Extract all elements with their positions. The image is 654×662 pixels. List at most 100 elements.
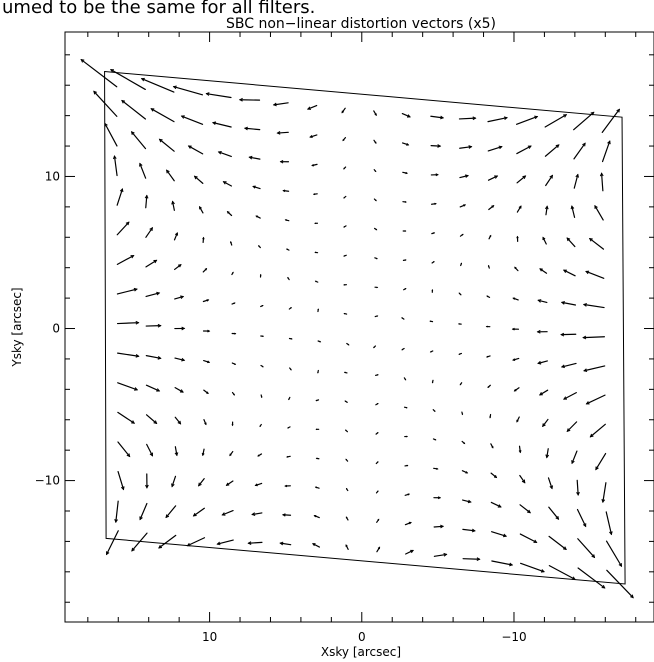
distortion-vector — [212, 122, 232, 128]
vector-arrowhead — [144, 194, 149, 199]
x-tick-label: −10 — [501, 630, 526, 644]
vector-arrowhead — [171, 200, 175, 205]
vector-arrowhead — [284, 219, 287, 222]
vector-arrowhead — [406, 435, 409, 438]
distortion-vector — [117, 352, 140, 357]
distortion-vector — [582, 336, 605, 339]
vector-arrowhead — [343, 226, 345, 228]
distortion-vector — [141, 78, 175, 93]
vector-arrowhead — [536, 329, 541, 334]
vector-arrowhead — [181, 357, 186, 362]
vector-arrowhead — [410, 549, 414, 554]
vector-arrowhead — [145, 484, 149, 489]
distortion-vector — [80, 59, 118, 88]
vector-arrowhead — [165, 514, 170, 519]
distortion-vector — [546, 448, 549, 459]
vector-arrowhead — [486, 295, 489, 298]
distortion-vector — [545, 174, 553, 187]
vector-arrowhead — [156, 388, 161, 392]
distortion-vector — [193, 507, 205, 517]
vector-arrowhead — [374, 141, 377, 144]
distortion-vector — [117, 411, 135, 424]
vector-arrowhead — [429, 350, 432, 353]
vector-arrowhead — [156, 291, 161, 296]
vector-arrowhead — [537, 299, 542, 303]
distortion-vector — [566, 421, 578, 432]
vector-arrowhead — [254, 483, 258, 487]
vector-arrowhead — [594, 204, 598, 209]
vector-arrowhead — [377, 546, 381, 550]
distortion-vector — [563, 269, 576, 277]
distortion-vector — [139, 163, 147, 179]
vector-arrowhead — [314, 280, 317, 283]
vector-arrowhead — [601, 499, 606, 504]
vector-arrowhead — [589, 433, 594, 438]
vector-arrowhead — [544, 205, 549, 210]
vector-arrowhead — [181, 326, 186, 331]
vector-arrowhead — [404, 378, 407, 381]
vector-arrowhead — [130, 255, 135, 259]
distortion-vector — [605, 540, 623, 567]
vector-arrowhead — [180, 295, 185, 300]
distortion-vector — [487, 117, 508, 123]
distortion-vector — [458, 117, 477, 120]
distortion-vector — [589, 423, 606, 438]
vector-arrowhead — [93, 90, 97, 95]
distortion-vector — [583, 365, 606, 372]
vector-arrowhead — [192, 512, 197, 517]
distortion-vectors — [80, 59, 634, 599]
vector-arrowhead — [537, 360, 542, 365]
vector-arrowhead — [341, 110, 345, 114]
vector-arrowhead — [377, 518, 380, 521]
vector-arrowhead — [233, 302, 236, 305]
distortion-vector — [491, 531, 507, 537]
distortion-vector — [459, 146, 472, 149]
distortion-vector — [165, 505, 177, 518]
distortion-vector — [146, 443, 154, 457]
vector-arrowhead — [158, 544, 163, 549]
vector-arrowhead — [407, 493, 411, 496]
distortion-vector — [600, 172, 604, 192]
distortion-vector — [459, 175, 469, 179]
vector-arrowhead — [376, 374, 379, 376]
vector-arrowhead — [549, 174, 553, 179]
vector-arrowhead — [585, 401, 590, 405]
vector-arrowhead — [433, 410, 436, 412]
distortion-vector — [573, 111, 595, 131]
vector-arrowhead — [431, 289, 434, 292]
distortion-vector — [548, 535, 567, 550]
vector-arrowhead — [179, 389, 184, 393]
vector-arrowhead — [229, 453, 232, 457]
distortion-vector — [519, 533, 538, 543]
vector-arrowhead — [467, 499, 472, 504]
vector-arrowhead — [221, 512, 226, 516]
vector-arrowhead — [133, 287, 138, 292]
vector-arrowhead — [284, 484, 288, 488]
vector-arrowhead — [204, 422, 207, 426]
vector-arrowhead — [571, 576, 576, 580]
vector-arrowhead — [433, 261, 435, 263]
distortion-vector — [539, 268, 548, 274]
vector-arrowhead — [319, 340, 322, 343]
vector-arrowhead — [404, 230, 407, 232]
vector-arrowhead — [609, 531, 613, 536]
distortion-vector — [225, 480, 234, 486]
vector-arrowhead — [376, 403, 379, 405]
vector-arrowhead — [317, 371, 319, 374]
vector-arrowhead — [431, 381, 434, 384]
x-tick-label: 0 — [358, 630, 366, 644]
vector-arrowhead — [458, 292, 461, 295]
vector-arrowhead — [560, 301, 565, 305]
distortion-vector — [145, 195, 148, 209]
vector-arrowhead — [630, 594, 634, 599]
distortion-vector — [601, 108, 620, 133]
vector-arrowhead — [309, 135, 313, 139]
distortion-vector — [174, 264, 182, 271]
distortion-vector — [113, 155, 118, 177]
vector-arrowhead — [205, 92, 210, 96]
vector-arrowhead — [521, 479, 526, 484]
vector-arrowhead — [150, 108, 155, 112]
vector-arrowhead — [494, 175, 499, 179]
vector-arrowhead — [272, 102, 277, 107]
distortion-vector — [571, 450, 578, 464]
